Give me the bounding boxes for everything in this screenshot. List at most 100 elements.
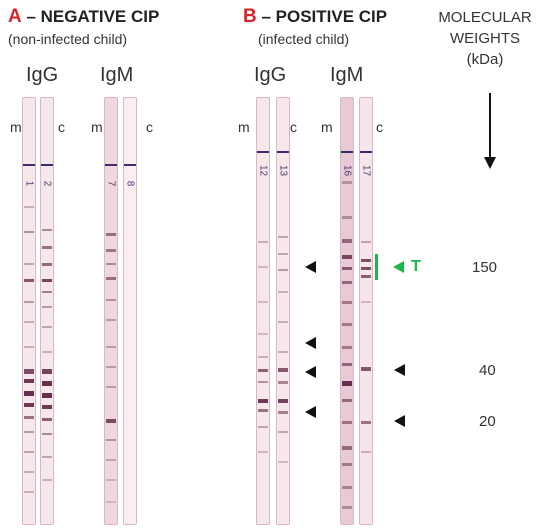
strip-8-cut-line: [124, 164, 136, 166]
strip-12-band: [258, 381, 268, 383]
strip-13-band: [278, 269, 288, 271]
strip-16: [340, 97, 354, 525]
strip-1-band: [24, 451, 34, 453]
strip-16-cut-line: [341, 151, 353, 153]
strip-1-band: [24, 206, 34, 208]
strip-16-band: [342, 506, 352, 509]
strip-12: [256, 97, 270, 525]
strip-7-band: [106, 459, 116, 461]
strip-1-cut-line: [23, 164, 35, 166]
panel-b-igg-label: IgG: [254, 64, 287, 86]
strip-13-band: [278, 461, 288, 463]
strip-7-band: [106, 439, 116, 441]
strip-8-number: 8: [124, 180, 136, 187]
down-arrow-icon: [484, 93, 496, 173]
panel-a-subtitle: (non-infected child): [8, 31, 128, 47]
mw-value-150: 150: [472, 259, 498, 276]
panel-a-igm-m-label: m: [91, 119, 103, 135]
strip-2: [40, 97, 54, 525]
strip-7-number: 7: [105, 180, 117, 187]
strip-2-number: 2: [41, 180, 53, 187]
strip-16-band: [342, 255, 352, 259]
strip-1-band: [24, 263, 34, 265]
strip-2-band: [42, 479, 52, 481]
strip-13-band: [278, 431, 288, 433]
strip-13-band: [278, 291, 288, 293]
strip-7-band: [106, 249, 116, 252]
strip-17-band: [361, 259, 371, 262]
panel-b-igg-c-label: c: [290, 119, 297, 135]
strip-2-band: [42, 351, 52, 353]
strip-2-band: [42, 279, 52, 282]
strip-2-band: [42, 393, 52, 398]
strip-12-band: [258, 266, 268, 268]
panel-b-igm-label: IgM: [330, 64, 364, 86]
strip-1-band: [24, 301, 34, 303]
strip-1-number: 1: [23, 180, 35, 187]
t-marker-label: T: [411, 258, 421, 275]
strip-16-band: [342, 399, 352, 402]
strip-1-band: [24, 369, 34, 374]
strip-2-band: [42, 433, 52, 435]
strip-1-band: [24, 391, 34, 396]
strip-2-band: [42, 456, 52, 458]
strip-17-band: [361, 367, 371, 371]
strip-16-band: [342, 446, 352, 450]
strip-12-band: [258, 356, 268, 358]
strip-1-band: [24, 431, 34, 433]
strip-16-band: [342, 381, 352, 386]
strip-7-band: [106, 319, 116, 321]
strip-7: [104, 97, 118, 525]
strip-8: [123, 97, 137, 525]
mw-value-40: 40: [479, 362, 496, 379]
strip-16-band: [342, 216, 352, 219]
strip-13-band: [278, 321, 288, 323]
band-arrow-extra-b: [305, 337, 316, 349]
t-marker-arrow-icon: [393, 261, 404, 273]
strip-16-band: [342, 323, 352, 326]
strip-12-band: [258, 301, 268, 303]
panel-b-title: B – POSITIVE CIP: [243, 6, 387, 28]
strip-12-band: [258, 399, 268, 403]
strip-2-cut-line: [41, 164, 53, 166]
strip-16-band: [342, 181, 352, 184]
strip-7-band: [106, 386, 116, 388]
panel-b-title-text: – POSITIVE CIP: [256, 7, 388, 26]
strip-13-band: [278, 399, 288, 403]
mw-value-20: 20: [479, 413, 496, 430]
strip-1-band: [24, 346, 34, 348]
strip-16-band: [342, 363, 352, 366]
strip-17-band: [361, 267, 371, 270]
strip-16-band: [342, 239, 352, 243]
strip-16-band: [342, 301, 352, 304]
molecular-weights-title: MOLECULAR WEIGHTS (kDa): [420, 7, 550, 70]
strip-7-band: [106, 419, 116, 423]
strip-2-band: [42, 229, 52, 231]
strip-17-cut-line: [360, 151, 372, 153]
t-marker-bar: [375, 254, 378, 280]
strip-2-band: [42, 246, 52, 249]
strip-7-band: [106, 479, 116, 481]
strip-16-number: 16: [341, 164, 353, 177]
strip-2-band: [42, 291, 52, 293]
strip-12-band: [258, 451, 268, 453]
strip-13-band: [278, 381, 288, 384]
strip-2-band: [42, 263, 52, 266]
strip-7-band: [106, 277, 116, 280]
strip-7-band: [106, 299, 116, 301]
strip-1-band: [24, 491, 34, 493]
band-arrow-40-b: [305, 366, 316, 378]
strip-1-band: [24, 471, 34, 473]
strip-1-band: [24, 416, 34, 419]
panel-a-title-text: – NEGATIVE CIP: [21, 7, 160, 26]
strip-7-band: [106, 366, 116, 368]
strip-16-band: [342, 346, 352, 349]
strip-12-band: [258, 333, 268, 335]
strip-16-band: [342, 267, 352, 270]
panel-b-subtitle: (infected child): [258, 31, 350, 47]
strip-7-band: [106, 233, 116, 236]
strip-12-band: [258, 241, 268, 243]
strip-17-band: [361, 241, 371, 243]
strip-16-band: [342, 463, 352, 466]
panel-b-igm-c-label: c: [376, 119, 383, 135]
